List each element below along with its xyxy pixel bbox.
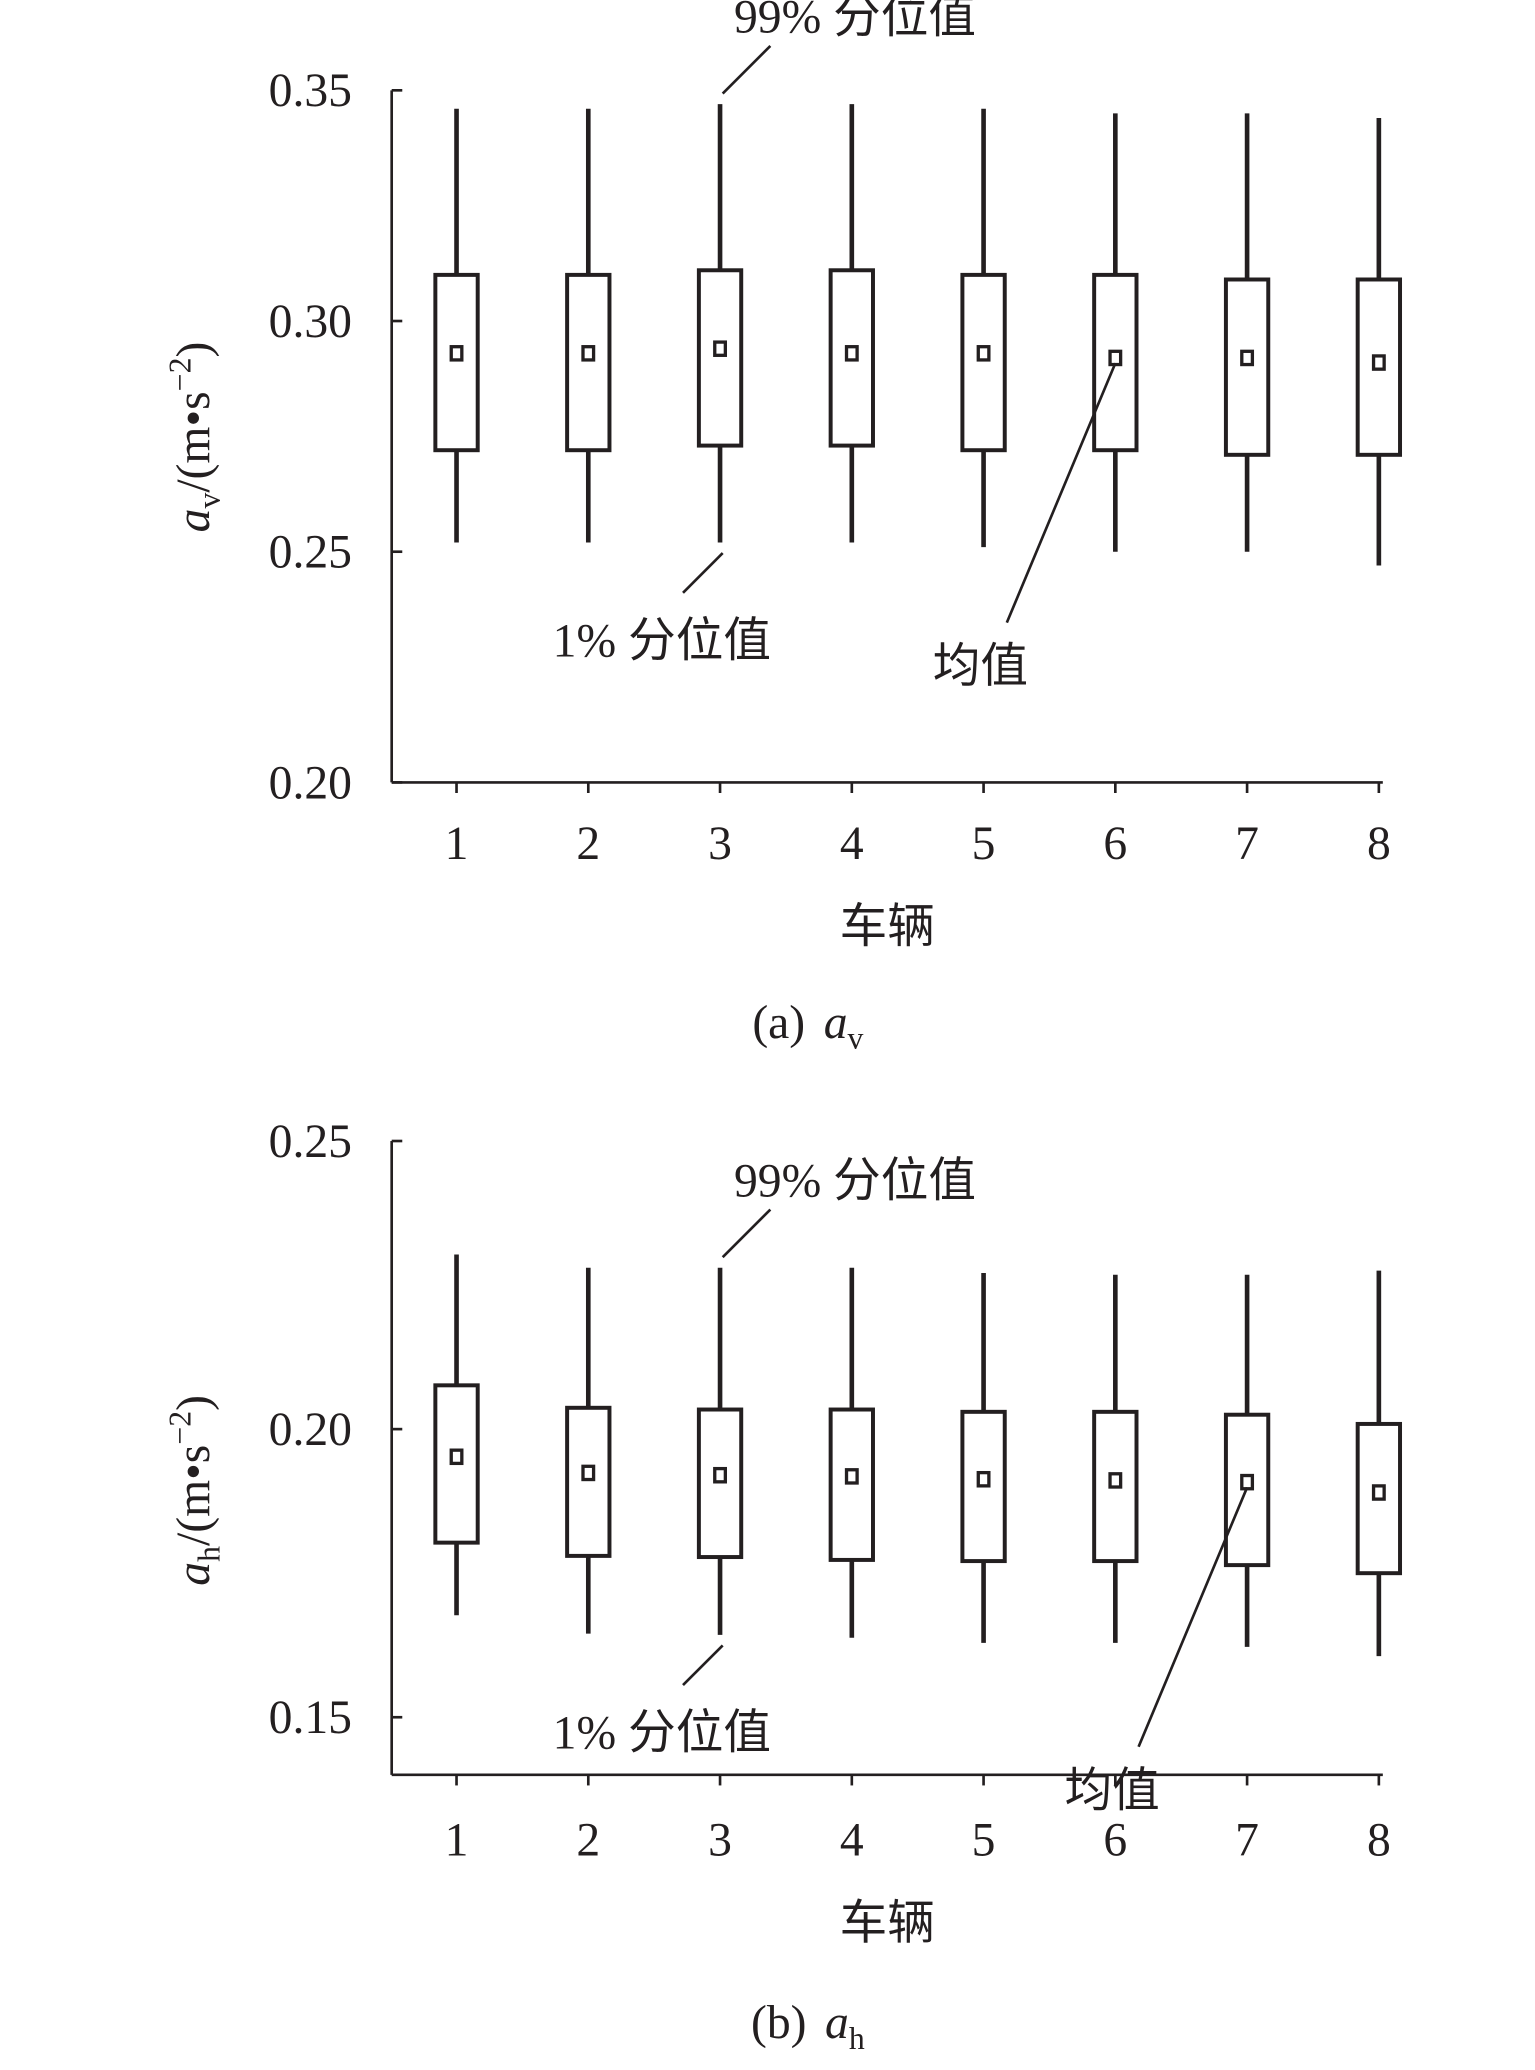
y-axis-label-part: a	[168, 509, 220, 533]
annotation: 1% 分位值	[553, 1708, 771, 1760]
box	[1223, 277, 1271, 457]
y-axis-label: ah/(m•s−2)	[163, 1395, 227, 1586]
y-tick-label: 0.20	[269, 1404, 352, 1456]
x-tick-label: 8	[1367, 818, 1391, 870]
mean-marker	[713, 1466, 727, 1484]
x-tick-label: 5	[972, 1815, 996, 1867]
mean-marker	[1371, 1484, 1386, 1501]
x-tick-label: 3	[708, 818, 732, 870]
y-axis-label-part: −2	[163, 358, 198, 392]
caption-symbol: a	[824, 997, 848, 1049]
y-tick-label: 0.15	[269, 1692, 352, 1744]
box	[960, 272, 1007, 453]
mean-marker	[1108, 349, 1123, 367]
caption-label: (b)	[751, 1997, 807, 2049]
mean-marker	[581, 1464, 596, 1482]
box	[1092, 272, 1139, 453]
x-tick-label: 2	[576, 1815, 600, 1867]
caption-sub: v	[848, 1020, 864, 1055]
mean-marker	[976, 1470, 991, 1488]
x-tick-label: 6	[1103, 1815, 1127, 1867]
x-tick-label: 7	[1235, 818, 1259, 870]
leader-line	[1005, 362, 1117, 624]
y-tick-label: 0.25	[269, 527, 352, 579]
x-axis-label: 车辆	[840, 1898, 935, 1950]
leader-line	[1137, 1486, 1249, 1748]
box	[1092, 1409, 1139, 1564]
x-tick-label: 5	[972, 818, 996, 870]
box	[828, 1407, 875, 1562]
box	[565, 1405, 612, 1558]
caption-label: (a)	[752, 997, 805, 1049]
x-tick-label: 2	[576, 818, 600, 870]
box	[565, 272, 612, 453]
x-tick-label: 4	[840, 1815, 864, 1867]
box	[433, 272, 480, 453]
box	[696, 268, 744, 448]
mean-marker	[1108, 1472, 1123, 1489]
y-axis-label-part: /(m•s	[168, 391, 220, 492]
x-tick-label: 1	[445, 818, 469, 870]
mean-marker	[1371, 354, 1386, 371]
y-axis-label-part: )	[168, 342, 220, 358]
mean-marker	[1240, 1473, 1255, 1491]
mean-marker	[844, 345, 859, 362]
x-tick-label: 8	[1367, 1815, 1391, 1867]
x-tick-label: 1	[445, 1815, 469, 1867]
y-axis-label-part: h	[192, 1546, 227, 1562]
mean-marker	[581, 345, 596, 362]
y-tick-label: 0.35	[269, 65, 352, 117]
y-axis-label-part: a	[168, 1562, 220, 1586]
leader-line	[721, 45, 772, 95]
y-tick-label: 0.30	[269, 296, 352, 348]
box	[1223, 1412, 1271, 1568]
annotation: 均值	[1064, 1765, 1159, 1817]
caption: (b) ah	[751, 1997, 865, 2056]
annotation: 均值	[933, 641, 1028, 693]
y-axis-label: av/(m•s−2)	[163, 342, 227, 533]
x-axis-label: 车辆	[840, 902, 935, 954]
y-axis-label-part: /(m•s	[168, 1445, 220, 1546]
y-axis-label-part: )	[168, 1395, 220, 1411]
mean-marker	[449, 345, 464, 362]
y-axis-label-part: −2	[163, 1411, 198, 1445]
leader-line	[682, 1644, 724, 1687]
x-tick-label: 6	[1103, 818, 1127, 870]
caption: (a) av	[752, 997, 863, 1056]
mean-marker	[844, 1468, 859, 1485]
x-tick-label: 4	[840, 818, 864, 870]
annotation: 99% 分位值	[734, 1155, 976, 1207]
mean-marker	[449, 1448, 464, 1466]
leader-line	[721, 1208, 772, 1259]
mean-marker	[713, 340, 727, 357]
x-tick-label: 3	[708, 1815, 732, 1867]
caption-sub: h	[849, 2021, 865, 2056]
annotation: 1% 分位值	[553, 615, 771, 667]
mean-marker	[976, 345, 991, 362]
annotation: 99% 分位值	[734, 0, 976, 44]
y-axis-label-part: v	[192, 493, 227, 509]
caption-symbol: a	[825, 1997, 849, 2049]
y-tick-label: 0.20	[269, 757, 352, 809]
y-tick-label: 0.25	[269, 1116, 352, 1168]
mean-marker	[1240, 349, 1255, 367]
leader-line	[682, 552, 724, 594]
x-tick-label: 7	[1235, 1815, 1259, 1867]
